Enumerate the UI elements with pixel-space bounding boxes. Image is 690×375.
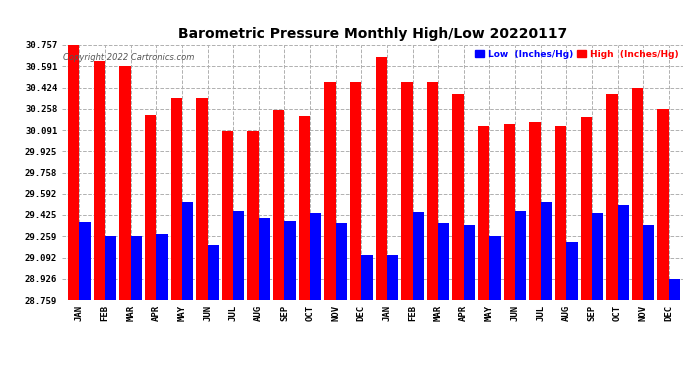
Bar xyxy=(669,279,680,375)
Bar xyxy=(273,110,284,375)
Bar xyxy=(427,82,438,375)
Bar xyxy=(196,98,208,375)
Bar xyxy=(284,221,296,375)
Legend: Low  (Inches/Hg), High  (Inches/Hg): Low (Inches/Hg), High (Inches/Hg) xyxy=(475,50,678,58)
Bar xyxy=(182,202,193,375)
Bar xyxy=(208,245,219,375)
Bar xyxy=(607,94,618,375)
Bar xyxy=(555,126,566,375)
Bar xyxy=(632,87,643,375)
Bar xyxy=(130,236,142,375)
Bar xyxy=(119,66,130,375)
Bar xyxy=(350,82,362,375)
Bar xyxy=(592,213,603,375)
Bar xyxy=(387,255,398,375)
Bar xyxy=(438,223,449,375)
Bar xyxy=(453,94,464,375)
Bar xyxy=(105,236,117,375)
Bar xyxy=(310,213,322,375)
Bar xyxy=(658,109,669,375)
Bar xyxy=(335,223,347,375)
Bar xyxy=(324,82,335,375)
Bar xyxy=(248,131,259,375)
Bar xyxy=(170,98,182,375)
Bar xyxy=(643,225,655,375)
Bar xyxy=(401,82,413,375)
Bar xyxy=(233,210,244,375)
Text: Copyright 2022 Cartronics.com: Copyright 2022 Cartronics.com xyxy=(63,53,194,62)
Bar xyxy=(566,243,578,375)
Bar xyxy=(259,218,270,375)
Bar xyxy=(580,117,592,375)
Bar xyxy=(529,123,541,375)
Bar xyxy=(489,236,501,375)
Bar xyxy=(618,206,629,375)
Bar xyxy=(504,124,515,375)
Bar xyxy=(145,115,156,375)
Bar xyxy=(68,45,79,375)
Bar xyxy=(156,234,168,375)
Bar xyxy=(362,255,373,375)
Bar xyxy=(515,210,526,375)
Bar xyxy=(464,225,475,375)
Bar xyxy=(413,212,424,375)
Bar xyxy=(478,126,489,375)
Bar xyxy=(94,61,105,375)
Bar xyxy=(221,131,233,375)
Title: Barometric Pressure Monthly High/Low 20220117: Barometric Pressure Monthly High/Low 202… xyxy=(178,27,567,41)
Bar xyxy=(79,222,90,375)
Bar xyxy=(541,202,552,375)
Bar xyxy=(375,57,387,375)
Bar xyxy=(299,116,310,375)
